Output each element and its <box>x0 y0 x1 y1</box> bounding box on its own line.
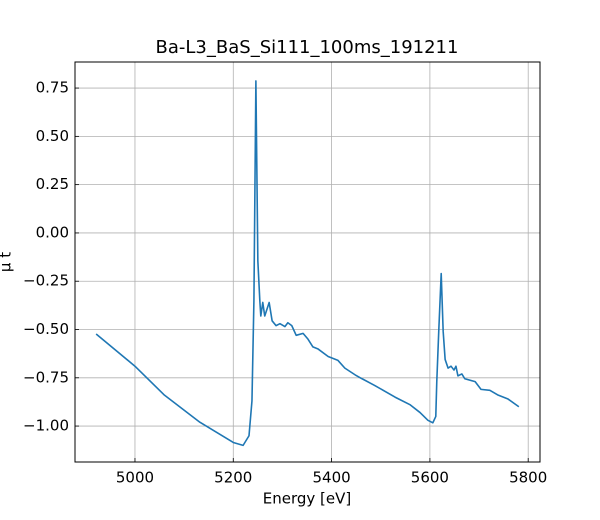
plot-frame <box>74 61 541 463</box>
y-tick-label: −1.00 <box>23 417 69 435</box>
x-tick-label: 5000 <box>116 469 154 487</box>
y-tick-label: 0.00 <box>36 223 69 241</box>
y-axis-label: μ t <box>0 252 15 272</box>
y-tick-label: 0.25 <box>36 175 69 193</box>
y-tick-label: −0.50 <box>23 320 69 338</box>
x-axis-label: Energy [eV] <box>263 490 351 508</box>
x-tick-label: 5200 <box>214 469 252 487</box>
y-tick-label: −0.75 <box>23 368 69 386</box>
x-tick-label: 5600 <box>411 469 449 487</box>
y-tick-label: −0.25 <box>23 272 69 290</box>
y-tick-label: 0.75 <box>36 79 69 97</box>
y-tick-label: 0.50 <box>36 127 69 145</box>
x-tick-label: 5400 <box>312 469 350 487</box>
chart-title: Ba-L3_BaS_Si111_100ms_191211 <box>156 37 459 58</box>
data-line <box>95 80 520 447</box>
x-tick-label: 5800 <box>509 469 547 487</box>
